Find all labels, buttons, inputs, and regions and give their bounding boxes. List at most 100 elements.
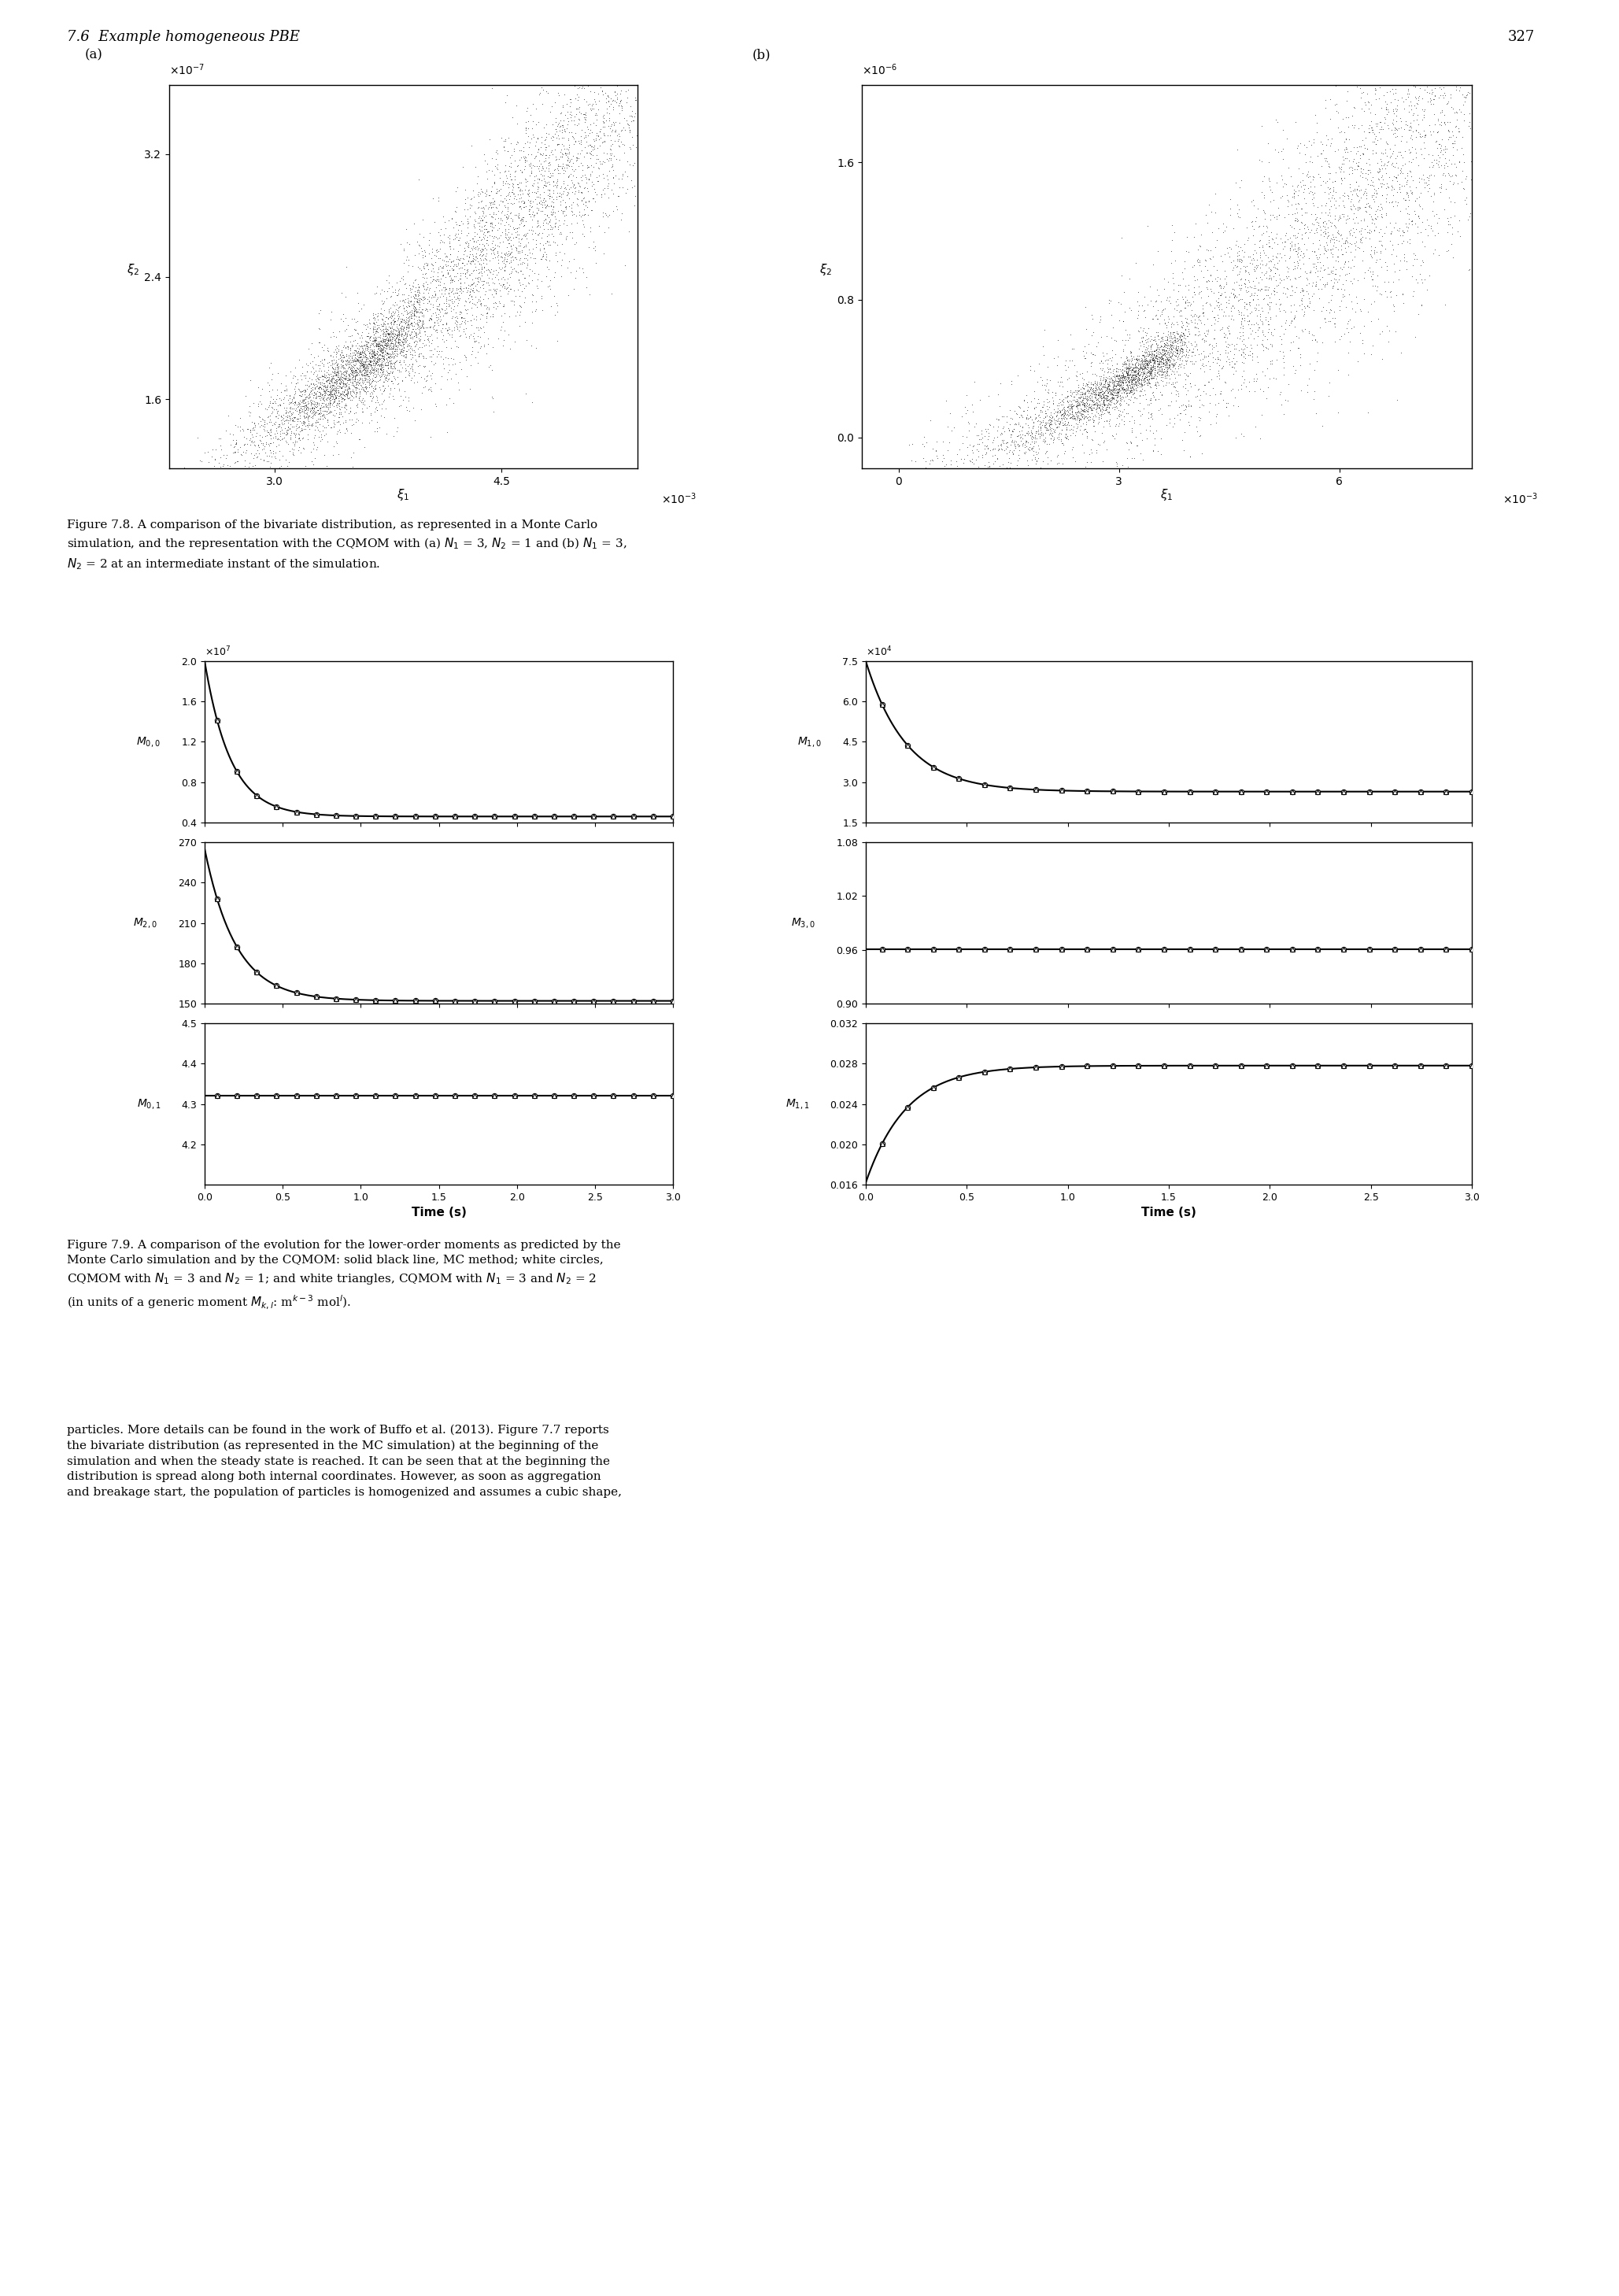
- Point: [1151, 351, 1177, 388]
- Point: [1426, 126, 1452, 163]
- Point: [319, 370, 345, 406]
- Text: $\times 10^4$: $\times 10^4$: [866, 645, 892, 659]
- Point: [261, 381, 287, 418]
- Point: [340, 406, 366, 443]
- Point: [282, 358, 308, 395]
- Point: [525, 202, 550, 239]
- Point: [317, 377, 343, 413]
- Point: [1077, 372, 1103, 409]
- Point: [266, 427, 291, 464]
- Point: [549, 177, 575, 214]
- Point: [240, 386, 266, 422]
- Point: [515, 103, 541, 140]
- Point: [458, 243, 484, 280]
- Point: [1449, 119, 1475, 156]
- Point: [337, 370, 363, 406]
- Point: [374, 363, 400, 400]
- Point: [1127, 349, 1153, 386]
- Point: [1117, 374, 1143, 411]
- Point: [395, 310, 421, 347]
- Point: [393, 393, 419, 429]
- Point: [1099, 374, 1125, 411]
- Point: [300, 393, 325, 429]
- Point: [1122, 347, 1148, 383]
- Point: [418, 298, 444, 335]
- Point: [1264, 200, 1290, 236]
- Point: [538, 156, 563, 193]
- Point: [1334, 197, 1360, 234]
- Point: [325, 402, 351, 439]
- Point: [1307, 253, 1332, 289]
- Point: [1038, 404, 1064, 441]
- Point: [1446, 110, 1472, 147]
- Point: [398, 282, 424, 319]
- Point: [466, 312, 492, 349]
- Point: [1251, 158, 1277, 195]
- Point: [295, 354, 321, 390]
- Point: [1274, 119, 1300, 156]
- Point: [484, 287, 510, 324]
- Point: [507, 179, 533, 216]
- Point: [1080, 370, 1106, 406]
- Point: [1107, 363, 1133, 400]
- Point: [1190, 344, 1216, 381]
- Point: [1434, 85, 1460, 122]
- Point: [1153, 342, 1179, 379]
- Point: [1101, 367, 1127, 404]
- Point: [329, 349, 355, 386]
- Point: [1125, 356, 1151, 393]
- Point: [1394, 223, 1420, 259]
- Point: [1106, 370, 1132, 406]
- Point: [560, 138, 586, 174]
- Point: [1137, 365, 1162, 402]
- Point: [304, 367, 330, 404]
- Point: [1224, 248, 1250, 285]
- Point: [461, 209, 487, 246]
- Point: [460, 280, 486, 317]
- Point: [372, 321, 398, 358]
- Point: [1451, 96, 1477, 133]
- Point: [447, 296, 473, 333]
- Point: [439, 262, 465, 298]
- Point: [622, 177, 648, 214]
- Point: [1146, 351, 1172, 388]
- Point: [303, 395, 329, 432]
- Point: [1405, 197, 1431, 234]
- Point: [1263, 248, 1289, 285]
- Point: [1103, 351, 1128, 388]
- Point: [293, 388, 319, 425]
- Point: [290, 354, 316, 390]
- Point: [1324, 202, 1350, 239]
- Point: [1394, 174, 1420, 211]
- Point: [979, 432, 1005, 468]
- Point: [1366, 110, 1392, 147]
- Point: [1277, 303, 1303, 340]
- Point: [358, 342, 384, 379]
- Point: [547, 186, 573, 223]
- Point: [1094, 374, 1120, 411]
- Point: [1093, 358, 1119, 395]
- Point: [1135, 342, 1161, 379]
- Point: [1094, 393, 1120, 429]
- Point: [376, 321, 402, 358]
- Point: [1028, 358, 1054, 395]
- Point: [1149, 324, 1175, 360]
- Point: [340, 349, 366, 386]
- Point: [562, 152, 588, 188]
- Point: [1213, 266, 1239, 303]
- Point: [332, 377, 358, 413]
- Point: [423, 269, 448, 305]
- Point: [1156, 331, 1182, 367]
- Point: [348, 335, 374, 372]
- Point: [455, 303, 481, 340]
- Point: [1070, 374, 1096, 411]
- Point: [1072, 379, 1098, 416]
- Point: [350, 349, 376, 386]
- Point: [389, 315, 414, 351]
- Point: [1237, 285, 1263, 321]
- Point: [623, 129, 649, 165]
- Point: [518, 186, 544, 223]
- Point: [340, 448, 366, 484]
- Point: [368, 326, 393, 363]
- Point: [410, 308, 436, 344]
